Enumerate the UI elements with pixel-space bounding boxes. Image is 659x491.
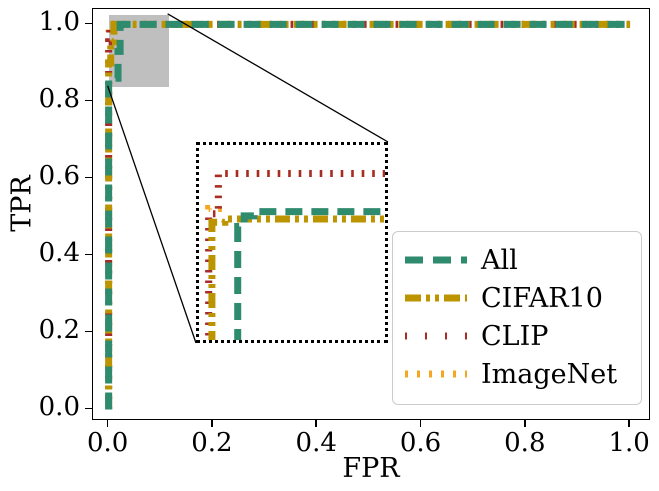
legend-line-swatch-all	[405, 250, 467, 270]
y-tick-mark	[85, 407, 92, 410]
x-tick-mark	[211, 420, 213, 427]
legend-item-cifar10[interactable]: CIFAR10	[405, 279, 629, 317]
x-tick-mark	[106, 420, 109, 427]
inset-roc-curve-all	[234, 208, 385, 340]
y-tick-label: 0.2	[38, 315, 80, 346]
legend-label-clip: CLIP	[481, 320, 549, 352]
y-tick-label: 0.6	[38, 161, 80, 192]
y-tick-mark	[85, 176, 92, 179]
inset-roc-curves	[205, 170, 385, 340]
x-tick-label: 0.8	[504, 428, 546, 458]
plot-area	[93, 9, 649, 419]
y-tick-mark	[85, 99, 92, 102]
legend-item-imagenet[interactable]: ImageNet	[405, 355, 629, 393]
y-tick-label: 0.8	[38, 84, 80, 115]
y-tick-mark	[85, 22, 92, 25]
legend: All CIFAR10 CLIP ImageNet	[392, 231, 642, 405]
roc-curve-clip	[105, 20, 631, 410]
x-tick-label: 0.0	[86, 428, 129, 458]
legend-label-all: All	[481, 244, 518, 276]
x-tick-mark	[419, 420, 422, 427]
y-tick-label: 0.0	[38, 392, 80, 423]
x-axis-label: FPR	[342, 453, 400, 484]
x-tick-label: 0.4	[295, 428, 337, 458]
y-tick-label: 0.4	[38, 238, 80, 269]
legend-label-imagenet: ImageNet	[481, 358, 618, 390]
x-tick-label: 0.2	[191, 428, 233, 458]
roc-curve-all	[105, 20, 631, 410]
x-tick-mark	[315, 420, 318, 427]
roc-curve-cifar10	[105, 20, 631, 410]
legend-item-clip[interactable]: CLIP	[405, 317, 629, 355]
roc-curves	[105, 20, 631, 410]
inset-zoom-box	[196, 142, 388, 343]
legend-label-cifar10: CIFAR10	[481, 282, 603, 314]
inset-plot-area	[199, 145, 385, 340]
y-tick-label: 1.0	[38, 7, 80, 38]
inset-roc-curve-cifar10	[208, 215, 385, 340]
x-tick-mark	[628, 420, 630, 427]
y-tick-mark	[85, 330, 92, 333]
x-tick-label: 0.6	[399, 428, 442, 458]
legend-item-all[interactable]: All	[405, 241, 629, 279]
legend-line-swatch-cifar10	[405, 288, 467, 308]
legend-line-swatch-clip	[405, 326, 467, 346]
y-tick-mark	[85, 253, 92, 256]
x-tick-label: 1.0	[608, 428, 650, 458]
legend-line-swatch-imagenet	[405, 364, 467, 384]
x-tick-mark	[524, 420, 526, 427]
